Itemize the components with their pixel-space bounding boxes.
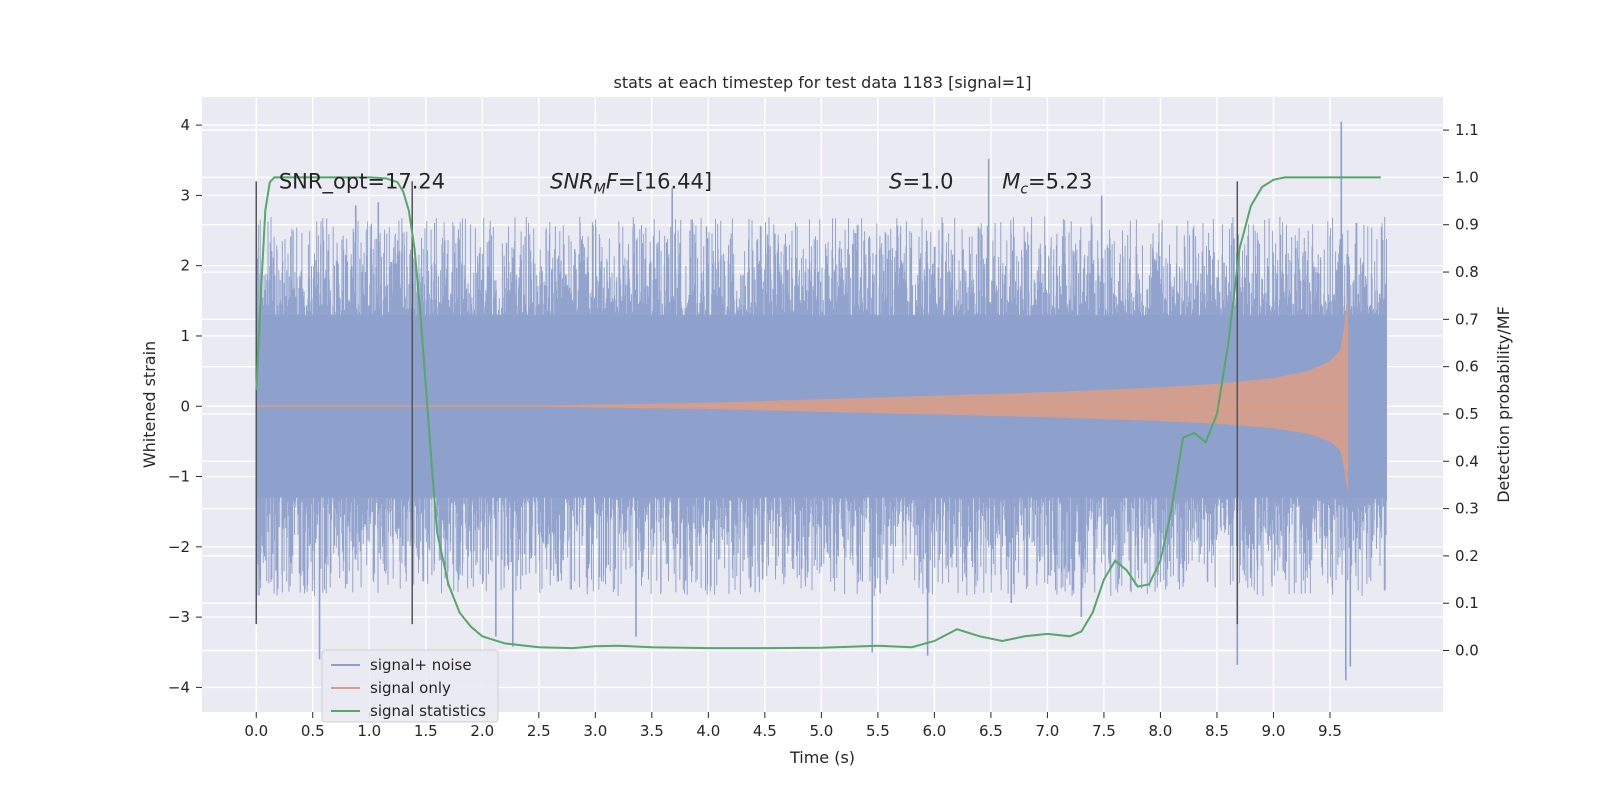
x-tick-label: 8.5 xyxy=(1205,722,1229,740)
x-tick-label: 8.0 xyxy=(1149,722,1173,740)
y-right-tick-label: 1.0 xyxy=(1455,168,1479,186)
y-right-tick-label: 0.5 xyxy=(1455,405,1479,423)
y-right-tick-label: 0.4 xyxy=(1455,452,1479,470)
y-tick-label: 2 xyxy=(180,257,190,275)
y-tick-label: 1 xyxy=(180,327,190,345)
x-tick-label: 6.5 xyxy=(979,722,1003,740)
y-axis-right-label: Detection probability/MF xyxy=(1494,306,1513,503)
y-tick-label: −1 xyxy=(168,468,190,486)
x-tick-label: 9.5 xyxy=(1318,722,1342,740)
y-right-tick-label: 0.3 xyxy=(1455,500,1479,518)
axes: 0.0 0.5 1.0 1.5 2.0 2.5 3.0 3.5 4.0 4.5 5.0 5.5 6.0 6… xyxy=(168,116,1479,740)
y-right-tick-label: 0.9 xyxy=(1455,216,1479,234)
x-tick-label: 5.0 xyxy=(809,722,833,740)
y-right-tick-label: 0.6 xyxy=(1455,358,1479,376)
x-tick-label: 3.0 xyxy=(583,722,607,740)
y-right-tick-label: 0.2 xyxy=(1455,547,1479,565)
y-axis-label: Whitened strain xyxy=(140,341,159,468)
x-tick-label: 2.5 xyxy=(527,722,551,740)
legend-label: signal statistics xyxy=(370,702,486,720)
x-tick-label: 0.5 xyxy=(301,722,325,740)
legend: signal+ noise signal only signal statistic… xyxy=(321,649,499,723)
chart-title: stats at each timestep for test data 118… xyxy=(613,73,1031,92)
x-tick-label: 1.0 xyxy=(357,722,381,740)
annotation-label: S=1.0 xyxy=(889,169,953,193)
annotations: SNR_opt=17.24 SNRMF=[16.44] S=1.0 Mc=5.23 xyxy=(279,169,1093,197)
y-tick-label: −2 xyxy=(168,538,190,556)
x-tick-label: 7.0 xyxy=(1035,722,1059,740)
annotation-label: SNRMF=[16.44] xyxy=(550,169,712,197)
y-right-tick-label: 1.1 xyxy=(1455,121,1479,139)
y-tick-label: −4 xyxy=(168,678,190,696)
annotation-label: Mc=5.23 xyxy=(1002,169,1092,197)
x-tick-label: 1.5 xyxy=(414,722,438,740)
x-tick-label: 3.5 xyxy=(640,722,664,740)
legend-label: signal+ noise xyxy=(370,656,472,674)
x-tick-label: 5.5 xyxy=(866,722,890,740)
x-tick-label: 2.0 xyxy=(470,722,494,740)
x-tick-label: 0.0 xyxy=(244,722,268,740)
y-tick-label: 3 xyxy=(180,186,190,204)
y-tick-label: −3 xyxy=(168,608,190,626)
legend-box xyxy=(321,649,499,723)
y-right-tick-label: 0.0 xyxy=(1455,642,1479,660)
y-tick-label: 0 xyxy=(180,397,190,415)
x-tick-label: 7.5 xyxy=(1092,722,1116,740)
y-right-tick-label: 0.1 xyxy=(1455,594,1479,612)
x-tick-label: 6.0 xyxy=(922,722,946,740)
x-tick-label: 9.0 xyxy=(1262,722,1286,740)
series-signal-only xyxy=(256,293,1349,494)
x-tick-label: 4.0 xyxy=(696,722,720,740)
series-signal-statistics xyxy=(255,176,1381,650)
chirp-envelope xyxy=(256,293,1349,494)
annotation-label: SNR_opt=17.24 xyxy=(279,169,445,194)
x-tick-label: 4.5 xyxy=(753,722,777,740)
y-right-tick-label: 0.8 xyxy=(1455,263,1479,281)
legend-label: signal only xyxy=(370,679,451,697)
x-axis-label: Time (s) xyxy=(789,748,855,767)
y-right-tick-label: 0.7 xyxy=(1455,310,1479,328)
statistics-line xyxy=(255,176,1381,650)
detection-markers xyxy=(255,181,1239,625)
y-tick-label: 4 xyxy=(180,116,190,134)
